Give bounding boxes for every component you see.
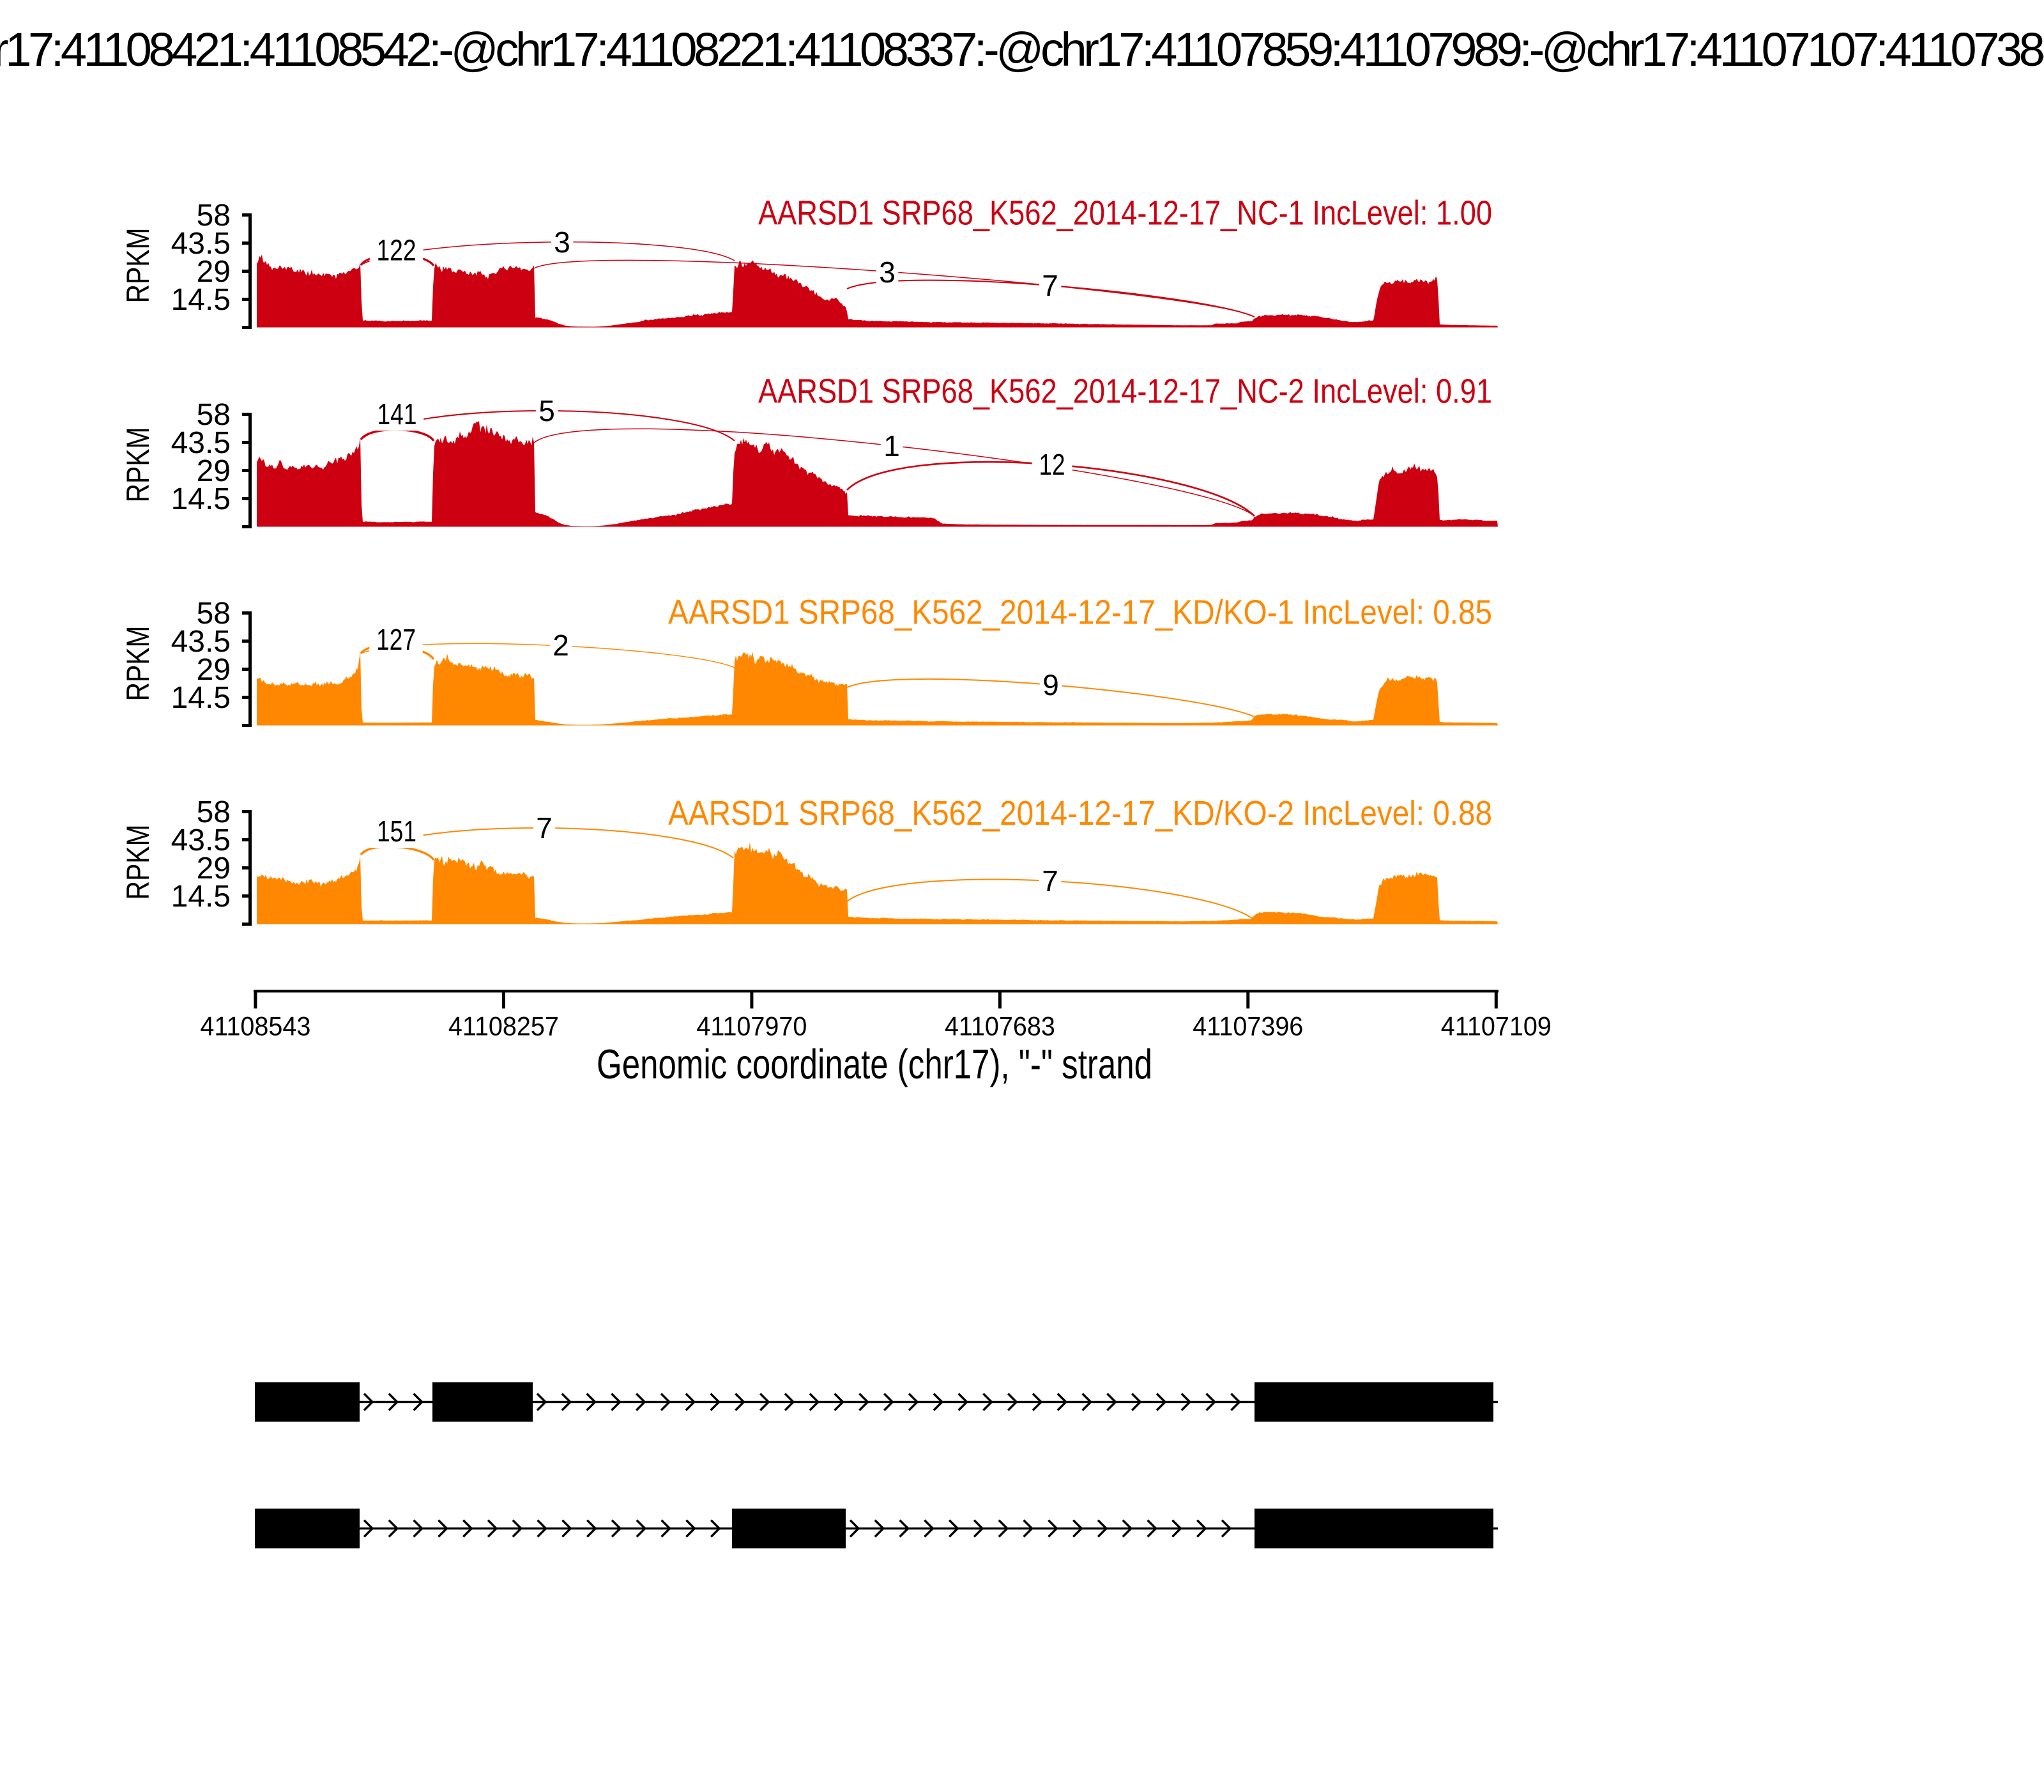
svg-text:r17:41108421:41108542:-@chr17:: r17:41108421:41108542:-@chr17:41108221:4… [0, 23, 2044, 76]
svg-text:1: 1 [883, 429, 900, 463]
svg-text:58: 58 [197, 398, 231, 432]
svg-text:RPKM: RPKM [120, 228, 156, 303]
svg-text:12: 12 [1039, 448, 1065, 481]
svg-text:5: 5 [538, 394, 555, 427]
svg-text:43.5: 43.5 [171, 625, 231, 659]
svg-text:43.5: 43.5 [171, 227, 231, 261]
svg-text:AARSD1 SRP68_K562_2014-12-17_N: AARSD1 SRP68_K562_2014-12-17_NC-2 IncLev… [758, 372, 1492, 410]
svg-text:RPKM: RPKM [120, 427, 156, 503]
svg-text:AARSD1 SRP68_K562_2014-12-17_K: AARSD1 SRP68_K562_2014-12-17_KD/KO-2 Inc… [668, 794, 1492, 832]
svg-text:3: 3 [879, 256, 896, 289]
svg-text:41108543: 41108543 [200, 1011, 310, 1041]
svg-text:AARSD1 SRP68_K562_2014-12-17_K: AARSD1 SRP68_K562_2014-12-17_KD/KO-1 Inc… [668, 594, 1492, 632]
svg-text:7: 7 [1042, 269, 1058, 302]
svg-text:9: 9 [1042, 668, 1059, 701]
svg-text:41107970: 41107970 [696, 1011, 807, 1041]
svg-text:RPKM: RPKM [120, 626, 156, 701]
svg-text:7: 7 [1042, 864, 1058, 898]
svg-text:Genomic coordinate (chr17), "-: Genomic coordinate (chr17), "-" strand [597, 1041, 1152, 1087]
svg-text:141: 141 [378, 397, 417, 431]
svg-text:151: 151 [377, 815, 416, 848]
svg-text:41107683: 41107683 [945, 1011, 1055, 1041]
svg-text:43.5: 43.5 [171, 426, 231, 460]
svg-text:41107396: 41107396 [1193, 1011, 1303, 1041]
svg-text:29: 29 [197, 852, 231, 885]
svg-text:14.5: 14.5 [171, 482, 231, 516]
svg-text:127: 127 [376, 623, 416, 656]
svg-text:58: 58 [197, 795, 231, 829]
svg-text:AARSD1 SRP68_K562_2014-12-17_N: AARSD1 SRP68_K562_2014-12-17_NC-1 IncLev… [758, 194, 1492, 233]
svg-text:7: 7 [536, 811, 553, 845]
svg-text:14.5: 14.5 [171, 283, 231, 317]
svg-text:14.5: 14.5 [171, 880, 231, 914]
svg-text:14.5: 14.5 [171, 681, 231, 715]
svg-text:58: 58 [197, 597, 231, 631]
svg-text:43.5: 43.5 [171, 823, 231, 857]
svg-text:2: 2 [553, 629, 569, 662]
svg-text:41108257: 41108257 [448, 1011, 559, 1041]
svg-text:29: 29 [197, 653, 231, 687]
svg-text:29: 29 [197, 255, 231, 289]
svg-text:122: 122 [377, 234, 416, 267]
svg-text:3: 3 [554, 226, 570, 259]
svg-text:41107109: 41107109 [1441, 1011, 1552, 1041]
svg-text:58: 58 [197, 199, 231, 233]
svg-text:29: 29 [197, 454, 231, 488]
svg-text:RPKM: RPKM [120, 825, 156, 900]
